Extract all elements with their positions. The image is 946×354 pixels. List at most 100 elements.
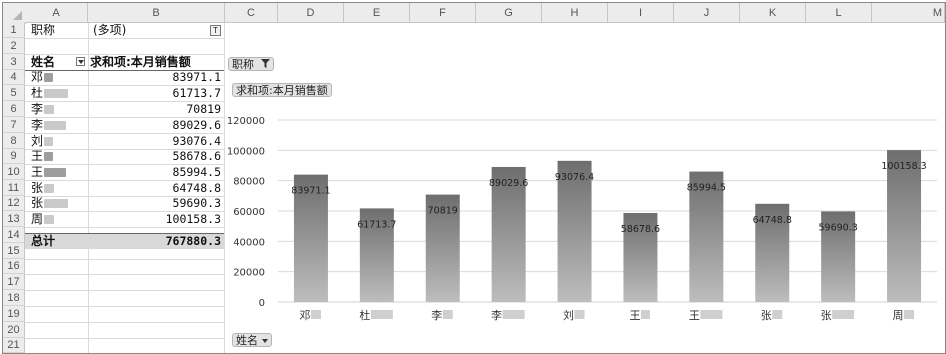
redacted-mask: [310, 310, 321, 319]
chart-bar[interactable]: [491, 166, 526, 302]
row-header-7[interactable]: 7: [3, 117, 25, 133]
pivot-row-name-text: 李: [31, 118, 44, 132]
pivot-row-name: 杜: [31, 86, 69, 100]
pivot-row-name: 李: [31, 103, 55, 116]
row-header-3[interactable]: 3: [3, 54, 25, 70]
column-header-e[interactable]: E: [344, 3, 410, 23]
redacted-mask: [44, 89, 69, 98]
column-header-m[interactable]: M: [872, 3, 945, 23]
row-header-12[interactable]: 12: [3, 196, 25, 211]
grid-line: [25, 133, 225, 134]
chart-bar[interactable]: [689, 171, 724, 302]
row-header-17[interactable]: 17: [3, 274, 25, 290]
pivot-row-name-text: 王: [31, 149, 44, 163]
pivot-row-value: 100158.3: [165, 212, 221, 226]
column-header-a[interactable]: A: [25, 3, 88, 23]
dropdown-arrow-icon: [262, 339, 268, 343]
chart-bar[interactable]: [359, 208, 394, 302]
row-header-dropdown-icon[interactable]: [76, 57, 85, 66]
chart-bar[interactable]: [755, 203, 790, 302]
redacted-mask: [44, 215, 55, 224]
pivot-row-name: 王: [31, 166, 67, 179]
pivot-row-name: 周: [31, 212, 55, 226]
grid-line: [25, 211, 225, 212]
chart-x-axis: 邓杜李李刘王王张张周: [299, 308, 915, 322]
redacted-mask: [44, 168, 67, 177]
row-header-20[interactable]: 20: [3, 322, 25, 338]
grid-line: [25, 85, 225, 86]
column-header-d[interactable]: D: [278, 3, 344, 23]
row-header-10[interactable]: 10: [3, 164, 25, 180]
pivot-filter-applied-icon[interactable]: T: [210, 25, 221, 36]
pivot-row-name-text: 刘: [31, 134, 44, 148]
redacted-mask: [44, 105, 55, 114]
column-header-j[interactable]: J: [674, 3, 740, 23]
row-header-16[interactable]: 16: [3, 259, 25, 274]
row-header-8[interactable]: 8: [3, 133, 25, 149]
pivot-row-name: 刘: [31, 134, 54, 148]
pivot-row-name: 邓: [31, 71, 54, 84]
data-label: 58678.6: [621, 224, 660, 235]
grid-line: [224, 23, 225, 353]
chart-axis-field-button[interactable]: 姓名: [232, 333, 272, 347]
chart-bar[interactable]: [821, 211, 856, 302]
column-header-h[interactable]: H: [542, 3, 608, 23]
grid-line: [25, 259, 225, 260]
row-header-13[interactable]: 13: [3, 211, 25, 227]
pivot-filter-value[interactable]: (多项): [93, 23, 127, 37]
column-header-g[interactable]: G: [476, 3, 542, 23]
pivot-chart[interactable]: 0 20000 40000 60000 80000 100000 120000 83971.…: [225, 23, 945, 353]
row-header-15[interactable]: 15: [3, 243, 25, 259]
column-header-c[interactable]: C: [225, 3, 278, 23]
y-tick-label: 40000: [233, 237, 265, 248]
row-header-14[interactable]: 14: [3, 227, 25, 243]
grid-line: [25, 306, 225, 307]
pivot-total-row-background: [25, 234, 224, 249]
column-header-k[interactable]: K: [740, 3, 806, 23]
funnel-icon: [260, 58, 270, 72]
x-tick-label: 张: [761, 309, 772, 322]
chart-bar[interactable]: [557, 160, 592, 302]
y-tick-label: 20000: [233, 268, 265, 279]
redacted-mask: [442, 310, 453, 319]
chart-filter-field-button[interactable]: 职称: [228, 57, 274, 71]
pivot-total-line: [25, 233, 224, 234]
grid-line: [25, 274, 225, 275]
grid-line: [25, 38, 225, 39]
row-header-4[interactable]: 4: [3, 70, 25, 85]
row-header-1[interactable]: 1: [3, 23, 25, 38]
redacted-mask: [904, 310, 915, 319]
chart-bar[interactable]: [425, 194, 460, 302]
chart-filter-field-label: 职称: [232, 58, 254, 71]
grid-line: [25, 164, 225, 165]
x-tick-label: 张: [821, 309, 832, 322]
chart-bar[interactable]: [623, 213, 658, 302]
row-header-9[interactable]: 9: [3, 149, 25, 164]
pivot-filter-label: 职称: [31, 23, 56, 37]
row-header-18[interactable]: 18: [3, 290, 25, 306]
row-header-6[interactable]: 6: [3, 101, 25, 117]
column-header-l[interactable]: L: [806, 3, 872, 23]
column-header-b[interactable]: B: [88, 3, 225, 23]
row-header-21[interactable]: 21: [3, 338, 25, 353]
pivot-row-name: 王: [31, 149, 54, 163]
select-all-corner[interactable]: [3, 3, 26, 24]
row-header-11[interactable]: 11: [3, 180, 25, 196]
row-header-2[interactable]: 2: [3, 38, 25, 54]
row-header-5[interactable]: 5: [3, 85, 25, 101]
pivot-row-name: 张: [31, 182, 55, 195]
chart-values-field-button[interactable]: 求和项:本月销售额: [232, 83, 332, 97]
pivot-row-name-text: 周: [31, 212, 44, 226]
data-label: 100158.3: [881, 161, 926, 172]
select-all-triangle-icon: [13, 11, 22, 20]
redacted-mask: [370, 310, 393, 319]
pivot-row-name-text: 杜: [31, 86, 44, 100]
column-header-f[interactable]: F: [410, 3, 476, 23]
chart-bar[interactable]: [887, 150, 922, 302]
row-header-19[interactable]: 19: [3, 306, 25, 322]
column-header-i[interactable]: I: [608, 3, 674, 23]
chart-bar[interactable]: [293, 174, 328, 302]
redacted-mask: [832, 310, 855, 319]
data-label: 64748.8: [753, 215, 792, 226]
pivot-row-value: 85994.5: [172, 165, 221, 179]
